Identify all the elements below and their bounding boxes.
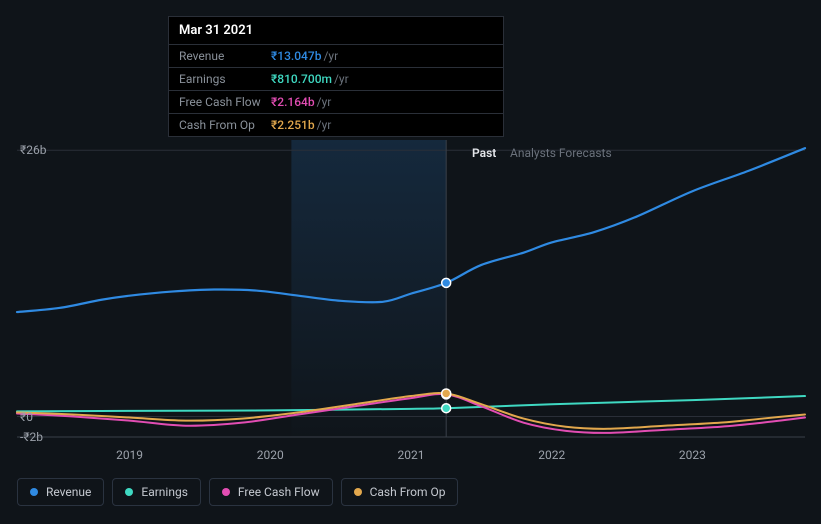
y-axis-label: ₹0 [20, 410, 33, 424]
hover-marker-cfo [442, 389, 451, 398]
legend-item-label: Earnings [141, 485, 188, 499]
x-axis-label: 2022 [538, 448, 565, 462]
y-axis-label: -₹2b [20, 430, 43, 444]
financial-chart: Mar 31 2021 Revenue₹13.047b /yrEarnings₹… [0, 0, 821, 524]
tooltip-row-value: ₹2.164b [271, 95, 315, 109]
tooltip-row-label: Revenue [179, 49, 271, 63]
tooltip-row-unit: /yr [323, 49, 338, 63]
legend-item-earnings[interactable]: Earnings [112, 478, 201, 506]
tooltip-row-value: ₹810.700m [271, 72, 332, 86]
tooltip-row-label: Earnings [179, 72, 271, 86]
legend-item-revenue[interactable]: Revenue [17, 478, 104, 506]
tooltip-row-value: ₹13.047b [271, 49, 321, 63]
legend-dot-icon [222, 488, 230, 496]
legend: Revenue Earnings Free Cash Flow Cash From O… [17, 478, 458, 506]
tooltip-row: Revenue₹13.047b /yr [169, 45, 503, 68]
tooltip-date: Mar 31 2021 [169, 17, 503, 45]
tooltip-row: Cash From Op₹2.251b /yr [169, 114, 503, 136]
x-axis-label: 2019 [116, 448, 143, 462]
legend-dot-icon [30, 488, 38, 496]
tooltip-row-unit: /yr [317, 118, 332, 132]
tooltip-row-unit: /yr [317, 95, 332, 109]
tooltip-row-value: ₹2.251b [271, 118, 315, 132]
tooltip-row: Earnings₹810.700m /yr [169, 68, 503, 91]
tooltip-row-label: Cash From Op [179, 118, 271, 132]
legend-dot-icon [125, 488, 133, 496]
legend-item-cash-from-op[interactable]: Cash From Op [341, 478, 459, 506]
hover-marker-earnings [442, 404, 451, 413]
past-label: Past [472, 146, 496, 160]
y-axis-label: ₹26b [20, 143, 46, 157]
legend-item-label: Free Cash Flow [238, 485, 320, 499]
tooltip-row-label: Free Cash Flow [179, 95, 271, 109]
forecast-label: Analysts Forecasts [510, 146, 612, 160]
x-axis-label: 2021 [398, 448, 425, 462]
tooltip-row: Free Cash Flow₹2.164b /yr [169, 91, 503, 114]
x-axis-label: 2023 [679, 448, 706, 462]
legend-item-label: Revenue [46, 485, 91, 499]
hover-marker-revenue [442, 278, 451, 287]
legend-dot-icon [354, 488, 362, 496]
legend-item-label: Cash From Op [370, 485, 446, 499]
chart-tooltip: Mar 31 2021 Revenue₹13.047b /yrEarnings₹… [168, 16, 504, 137]
x-axis-label: 2020 [257, 448, 284, 462]
legend-item-free-cash-flow[interactable]: Free Cash Flow [209, 478, 333, 506]
tooltip-row-unit: /yr [334, 72, 349, 86]
